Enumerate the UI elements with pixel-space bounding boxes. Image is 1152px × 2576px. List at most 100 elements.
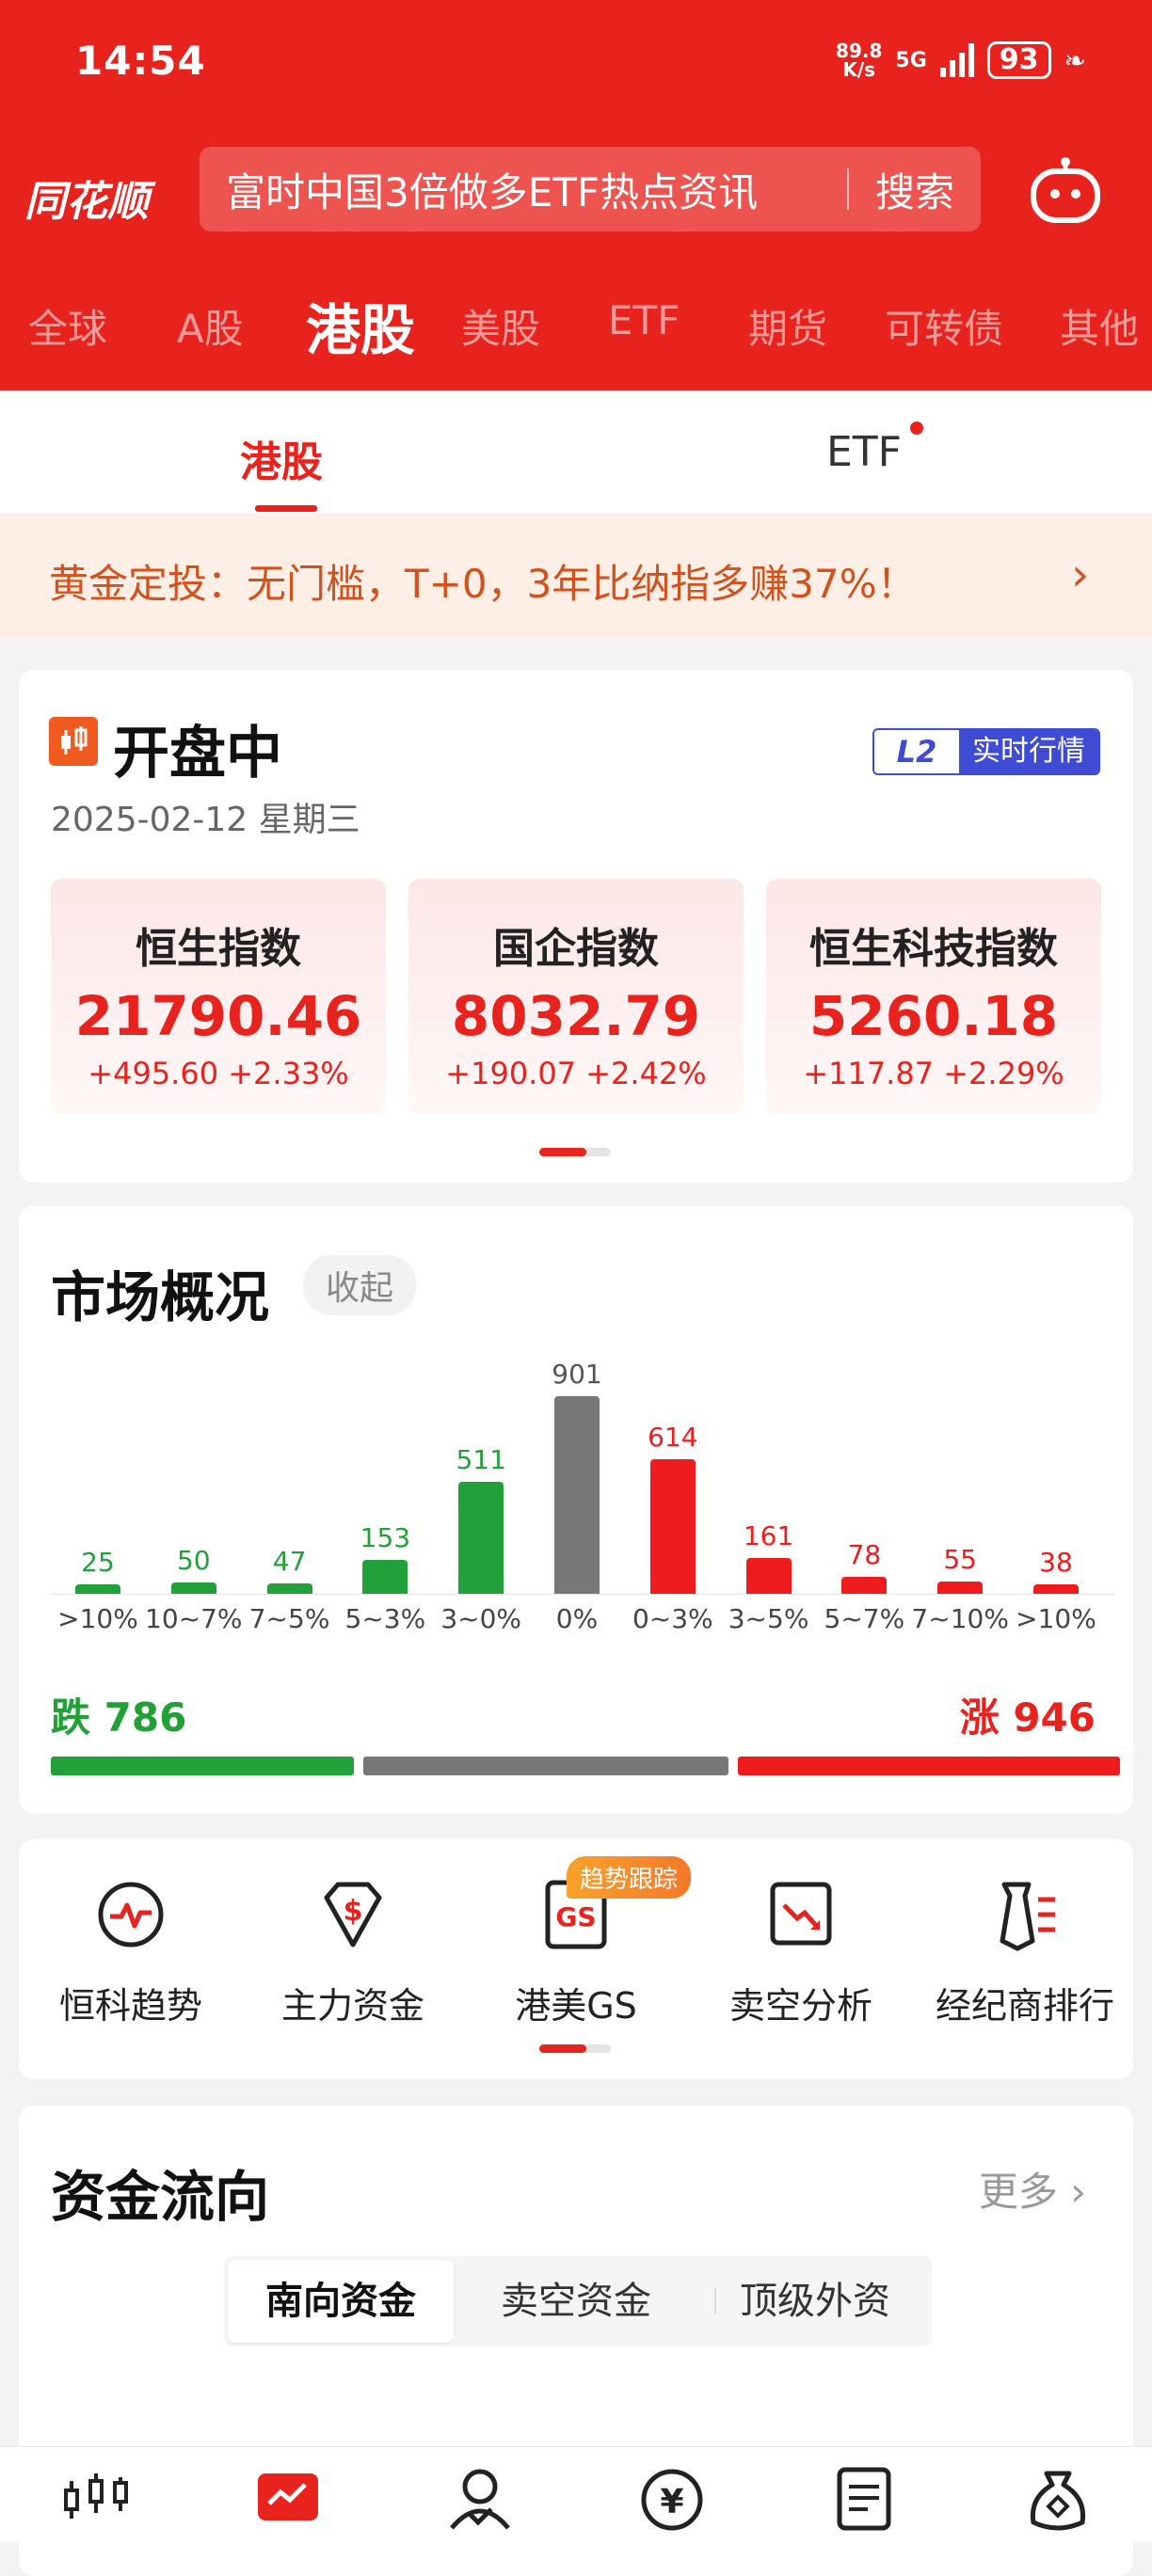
market-tabs: 全球 A股 港股 美股 ETF 期货 可转债 其他 — [0, 297, 1152, 363]
tool-hkus-gs[interactable]: GS 港美GS — [468, 1877, 684, 2028]
bar-category-label: 5~7% — [824, 1603, 905, 1634]
tab-us-stock[interactable]: 美股 — [461, 306, 541, 352]
tool-main-funds[interactable]: $ 主力资金 — [245, 1877, 461, 2028]
tool-label: 主力资金 — [280, 1985, 424, 2027]
news-icon[interactable] — [826, 2466, 902, 2532]
bar-category-label: >10% — [57, 1603, 138, 1634]
distribution-bar — [554, 1396, 600, 1594]
collapse-button[interactable]: 收起 — [303, 1255, 417, 1315]
promo-banner[interactable]: 黄金定投：无门槛，T+0，3年比纳指多赚37%！ › — [0, 513, 1152, 637]
tools-card: 恒科趋势 $ 主力资金 GS 港美GS 卖空分析 经纪商排行 趋势跟踪 — [19, 1839, 1133, 2079]
bar-value-label: 78 — [847, 1538, 882, 1570]
index-change: +117.87 +2.29% — [803, 1056, 1064, 1091]
index-change: +190.07 +2.42% — [445, 1056, 707, 1091]
search-input[interactable]: 富时中国3倍做多ETF热点资讯 — [226, 168, 759, 215]
rise-bar — [738, 1757, 1120, 1775]
bar-category-label: 3~0% — [440, 1603, 522, 1634]
index-value: 8032.79 — [451, 984, 701, 1048]
tool-hstech-trend[interactable]: 恒科趋势 — [23, 1877, 239, 2028]
battery-indicator: 93 — [986, 41, 1051, 79]
svg-text:GS: GS — [555, 1901, 596, 1932]
more-link[interactable]: 更多 › — [978, 2169, 1086, 2215]
dollar-diamond-icon: $ — [324, 1882, 382, 1948]
app-logo: 同花顺 — [24, 178, 149, 226]
search-button[interactable]: 搜索 — [874, 168, 954, 215]
search-divider — [846, 168, 849, 210]
short-chart-icon — [770, 1882, 832, 1946]
bar-value-label: 901 — [552, 1359, 602, 1390]
distribution-bar — [266, 1583, 312, 1594]
bar-category-label: 0% — [555, 1603, 599, 1634]
eco-leaf-icon: ❧ — [1064, 44, 1086, 76]
bar-value-label: 161 — [743, 1520, 794, 1552]
index-change: +495.60 +2.33% — [88, 1056, 349, 1091]
bar-category-label: 10~7% — [145, 1603, 243, 1634]
notification-dot — [910, 421, 923, 435]
bar-category-label: 5~3% — [344, 1603, 426, 1634]
tool-label: 恒科趋势 — [58, 1985, 202, 2027]
index-hscei[interactable]: 国企指数 8032.79 +190.07 +2.42% — [408, 879, 744, 1114]
bar-value-label: 25 — [81, 1547, 115, 1578]
active-tab-indicator — [255, 505, 317, 512]
l2-badge: L2 — [874, 730, 959, 773]
sub-tabs: 港股 ETF — [0, 390, 1152, 513]
trend-pulse-icon — [98, 1882, 164, 1948]
distribution-bar — [362, 1560, 408, 1594]
l2-label: 实时行情 — [959, 730, 1098, 773]
index-name: 恒生指数 — [136, 925, 301, 973]
distribution-bar — [75, 1584, 120, 1594]
bar-category-label: 3~5% — [728, 1603, 809, 1634]
distribution-bar — [458, 1481, 504, 1594]
flat-bar — [363, 1757, 728, 1775]
seg-southbound[interactable]: 南向资金 — [228, 2260, 454, 2343]
tab-convertible[interactable]: 可转债 — [885, 306, 1004, 352]
seg-divider — [714, 2288, 716, 2314]
search-bar[interactable]: 富时中国3倍做多ETF热点资讯 搜索 — [200, 147, 981, 231]
tab-futures[interactable]: 期货 — [748, 306, 828, 352]
fund-flow-segments: 南向资金 卖空资金 顶级外资 — [224, 2256, 932, 2346]
tab-a-share[interactable]: A股 — [177, 306, 244, 352]
index-name: 国企指数 — [493, 925, 659, 973]
index-name: 恒生科技指数 — [809, 925, 1058, 973]
status-indicators: 89.8 K/s 5G 93 ❧ — [836, 41, 1086, 79]
tab-hk-stock[interactable]: 港股 — [306, 298, 416, 362]
index-value: 5260.18 — [808, 984, 1059, 1048]
fall-count: 跌 786 — [51, 1694, 187, 1741]
tool-label: 卖空分析 — [728, 1985, 872, 2027]
tab-global[interactable]: 全球 — [28, 306, 108, 352]
tool-label: 港美GS — [515, 1985, 637, 2027]
tab-other[interactable]: 其他 — [1060, 306, 1140, 352]
user-icon[interactable] — [442, 2466, 518, 2532]
distribution-bar — [1033, 1584, 1079, 1594]
index-hsi[interactable]: 恒生指数 21790.46 +495.60 +2.33% — [51, 879, 386, 1114]
wealth-bag-icon[interactable] — [1020, 2466, 1096, 2532]
candlestick-icon — [49, 717, 98, 766]
trend-track-badge: 趋势跟踪 — [567, 1856, 692, 1899]
bar-value-label: 614 — [648, 1421, 698, 1453]
l2-realtime-badge[interactable]: L2 实时行情 — [872, 728, 1100, 775]
index-value: 21790.46 — [74, 984, 362, 1048]
bar-category-label: 7~10% — [911, 1603, 1009, 1634]
assistant-robot-icon[interactable] — [1030, 156, 1101, 224]
status-time: 14:54 — [75, 38, 206, 84]
session-status: 开盘中 — [113, 721, 282, 787]
subtab-hk[interactable]: 港股 — [240, 438, 323, 486]
tool-short-analysis[interactable]: 卖空分析 — [693, 1877, 909, 2028]
svg-text:¥: ¥ — [660, 2483, 683, 2521]
subtab-etf[interactable]: ETF — [826, 428, 902, 476]
tab-etf[interactable]: ETF — [608, 297, 680, 343]
fall-bar — [51, 1757, 354, 1775]
distribution-bar — [170, 1582, 216, 1594]
bar-value-label: 153 — [360, 1522, 411, 1554]
signal-type: 5G — [895, 48, 927, 72]
index-hstech[interactable]: 恒生科技指数 5260.18 +117.87 +2.29% — [766, 879, 1101, 1114]
seg-short-funds[interactable]: 卖空资金 — [501, 2280, 651, 2323]
tool-broker-rank[interactable]: 经纪商排行 — [917, 1877, 1133, 2028]
home-chart-icon[interactable] — [58, 2466, 134, 2532]
page-indicator — [539, 2044, 611, 2053]
bar-category-label: >10% — [1016, 1603, 1096, 1634]
seg-top-foreign[interactable]: 顶级外资 — [740, 2280, 890, 2323]
yuan-icon[interactable]: ¥ — [634, 2466, 710, 2532]
bar-value-label: 38 — [1039, 1547, 1073, 1578]
market-icon[interactable] — [250, 2466, 326, 2532]
